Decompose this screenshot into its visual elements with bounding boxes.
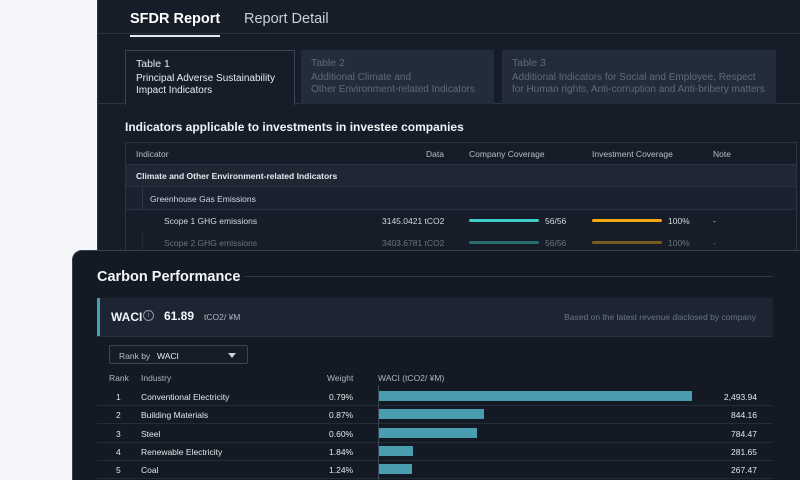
subtab-desc: Additional Climate and	[311, 72, 412, 83]
subtab-desc: Principal Adverse Sustainability	[136, 73, 275, 84]
company-coverage-bar	[469, 219, 539, 222]
card-title: Carbon Performance	[97, 269, 241, 285]
title-divider	[245, 276, 773, 277]
subtab-desc: Impact Indicators	[136, 85, 213, 96]
header-note: Note	[713, 149, 731, 159]
row-investment-coverage: 100%	[668, 238, 690, 248]
report-tabs: SFDR Report Report Detail	[98, 0, 800, 37]
row-company-coverage: 56/56	[545, 216, 567, 226]
investment-coverage-bar	[592, 219, 662, 222]
company-coverage-bar	[469, 241, 539, 244]
header-data: Data	[426, 149, 444, 159]
waci-value: 2,493.94	[723, 392, 757, 402]
table-row[interactable]: 4 Renewable Electricity 1.84% 281.65	[97, 443, 773, 461]
rank-by-label: Rank by	[119, 351, 151, 361]
subcategory-row: Greenhouse Gas Emissions	[126, 187, 796, 210]
header-weight: Weight	[327, 373, 354, 383]
subtab-title: Table 1	[136, 58, 170, 70]
subtab-table-2[interactable]: Table 2 Additional Climate and Other Env…	[301, 50, 494, 104]
subtab-title: Table 3	[512, 57, 546, 69]
table-row[interactable]: 5 Coal 1.24% 267.47	[97, 461, 773, 480]
subtab-table-1[interactable]: Table 1 Principal Adverse Sustainability…	[125, 50, 295, 105]
category-row: Climate and Other Environment-related In…	[126, 165, 796, 187]
subtab-desc: Other Environment-related Indicators	[311, 84, 475, 95]
row-investment-coverage: 100%	[668, 216, 690, 226]
waci-bar	[378, 427, 477, 438]
ranking-header: Rank Industry Weight WACI (tCO2/ ¥M)	[97, 371, 773, 385]
waci-value: 784.47	[731, 428, 757, 439]
header-investment-coverage: Investment Coverage	[592, 149, 673, 159]
rank-number: 4	[116, 446, 121, 457]
industry-name: Coal	[141, 465, 159, 476]
tab-sfdr-report[interactable]: SFDR Report	[130, 11, 221, 37]
divider	[97, 336, 773, 337]
industry-name: Renewable Electricity	[141, 446, 223, 457]
row-data: 3403.6781 tCO2	[382, 238, 445, 248]
carbon-performance-card: Carbon Performance WACI i 61.89 tCO2/ ¥M…	[72, 250, 800, 480]
waci-bar	[378, 445, 414, 456]
weight-value: 0.87%	[329, 410, 354, 421]
chevron-down-icon	[228, 353, 236, 358]
subtab-desc: Additional Indicators for Social and Emp…	[512, 72, 756, 83]
rank-number: 1	[116, 392, 121, 402]
header-waci: WACI (tCO2/ ¥M)	[378, 373, 445, 383]
waci-bar	[378, 464, 412, 475]
waci-bar	[378, 391, 692, 401]
bar-axis	[378, 385, 379, 480]
row-company-coverage: 56/56	[545, 238, 567, 248]
table-row[interactable]: Scope 1 GHG emissions 3145.0421 tCO2 56/…	[126, 210, 796, 232]
header-indicator: Indicator	[136, 149, 169, 159]
weight-value: 1.84%	[329, 446, 354, 457]
table-row[interactable]: Scope 2 GHG emissions 3403.6781 tCO2 56/…	[126, 232, 796, 254]
section-heading: Indicators applicable to investments in …	[125, 120, 464, 134]
industry-name: Building Materials	[141, 410, 209, 421]
row-data: 3145.0421 tCO2	[382, 216, 445, 226]
tab-report-detail[interactable]: Report Detail	[244, 11, 329, 27]
waci-summary: WACI i 61.89 tCO2/ ¥M Based on the lates…	[97, 298, 773, 336]
row-indicator: Scope 1 GHG emissions	[164, 216, 258, 226]
indicator-table: Indicator Data Company Coverage Investme…	[125, 142, 797, 255]
row-note: -	[713, 238, 716, 248]
subtab-table-3[interactable]: Table 3 Additional Indicators for Social…	[502, 50, 776, 104]
header-industry: Industry	[141, 373, 172, 383]
info-icon[interactable]: i	[143, 310, 154, 321]
weight-value: 0.60%	[329, 428, 354, 439]
header-company-coverage: Company Coverage	[469, 149, 545, 159]
waci-note: Based on the latest revenue disclosed by…	[564, 312, 756, 322]
row-indicator: Scope 2 GHG emissions	[164, 238, 258, 248]
subtab-desc: for Human rights, Anti-corruption and An…	[512, 84, 765, 95]
waci-unit: tCO2/ ¥M	[204, 312, 241, 322]
table-header: Indicator Data Company Coverage Investme…	[126, 143, 796, 165]
row-note: -	[713, 216, 716, 226]
rank-number: 3	[116, 428, 121, 439]
table-row[interactable]: 3 Steel 0.60% 784.47	[97, 425, 773, 443]
waci-value: 61.89	[164, 309, 195, 323]
weight-value: 0.79%	[329, 392, 354, 402]
header-rank: Rank	[109, 373, 129, 383]
subtab-title: Table 2	[311, 57, 345, 69]
industry-name: Conventional Electricity	[141, 392, 230, 402]
industry-name: Steel	[141, 428, 161, 439]
waci-bar	[378, 409, 485, 420]
table-subtabs: Table 1 Principal Adverse Sustainability…	[98, 50, 800, 105]
rank-by-select[interactable]: Rank by WACI	[109, 345, 248, 364]
waci-value: 844.16	[731, 410, 757, 421]
rank-by-value: WACI	[157, 351, 179, 361]
waci-value: 267.47	[731, 465, 757, 476]
weight-value: 1.24%	[329, 465, 354, 476]
table-row[interactable]: 2 Building Materials 0.87% 844.16	[97, 406, 773, 425]
table-row[interactable]: 1 Conventional Electricity 0.79% 2,493.94	[97, 388, 773, 406]
rank-number: 5	[116, 465, 121, 476]
waci-value: 281.65	[731, 446, 757, 457]
rank-number: 2	[116, 410, 121, 421]
investment-coverage-bar	[592, 241, 662, 244]
waci-label: WACI	[111, 310, 143, 324]
